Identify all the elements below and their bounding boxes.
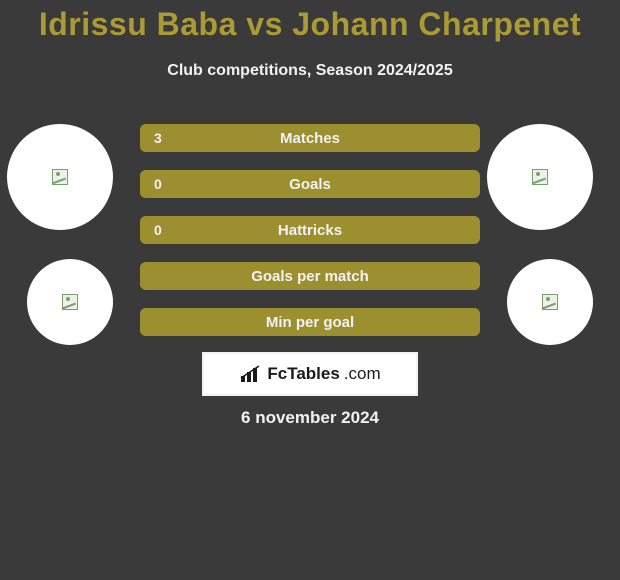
footer-date: 6 november 2024 (0, 408, 620, 428)
bar-chart-icon (239, 364, 263, 384)
stat-bar: Min per goal (140, 308, 480, 336)
stats-bars: 3 Matches 0 Goals 0 Hattricks Goals per … (140, 124, 480, 354)
player2-club-badge (507, 259, 593, 345)
image-placeholder-icon (532, 169, 548, 185)
brand-name: FcTables (267, 364, 339, 384)
stat-label: Goals per match (140, 268, 480, 285)
stat-bar: 0 Hattricks (140, 216, 480, 244)
brand-badge: FcTables.com (202, 352, 418, 396)
subtitle: Club competitions, Season 2024/2025 (0, 62, 620, 80)
stat-label: Min per goal (140, 314, 480, 331)
stat-label: Hattricks (140, 222, 480, 239)
brand-domain: .com (344, 364, 381, 384)
infographic-canvas: Idrissu Baba vs Johann Charpenet Club co… (0, 0, 620, 580)
stat-bar: 0 Goals (140, 170, 480, 198)
player1-club-badge (27, 259, 113, 345)
player1-avatar (7, 124, 113, 230)
stat-bar: 3 Matches (140, 124, 480, 152)
stat-bar: Goals per match (140, 262, 480, 290)
page-title: Idrissu Baba vs Johann Charpenet (0, 6, 620, 43)
stat-label: Matches (140, 130, 480, 147)
image-placeholder-icon (542, 294, 558, 310)
stat-label: Goals (140, 176, 480, 193)
image-placeholder-icon (62, 294, 78, 310)
image-placeholder-icon (52, 169, 68, 185)
player2-avatar (487, 124, 593, 230)
